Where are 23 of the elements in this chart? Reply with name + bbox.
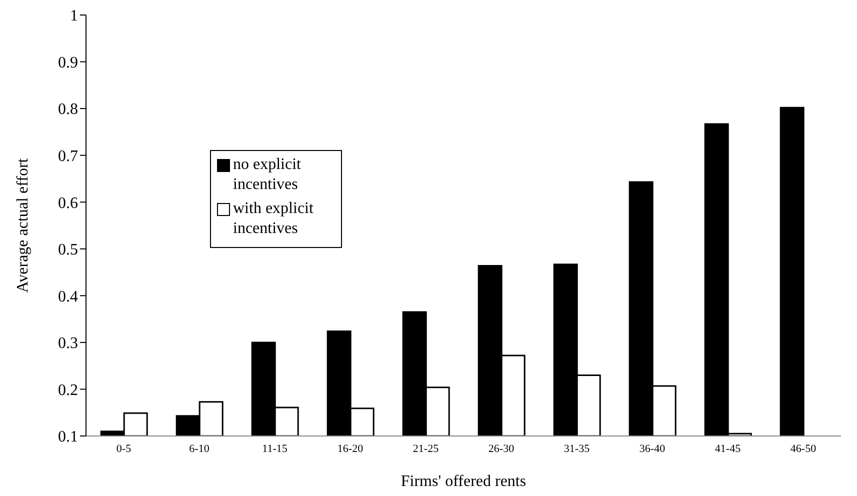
x-tick-label: 0-5 xyxy=(116,442,132,455)
x-tick-label: 16-20 xyxy=(337,442,364,455)
y-tick-label: 0.5 xyxy=(58,242,78,259)
y-tick-label: 0.2 xyxy=(58,382,78,399)
y-axis-title: Average actual effort xyxy=(14,158,32,293)
legend-label: with explicit incentives xyxy=(233,199,314,239)
x-tick-label: 46-50 xyxy=(790,442,817,455)
x-tick-label: 21-25 xyxy=(412,442,440,455)
y-tick-label: 0.3 xyxy=(58,335,78,352)
x-tick-label: 11-15 xyxy=(262,442,288,455)
y-tick-label: 0.6 xyxy=(58,194,78,212)
y-tick-label: 0.8 xyxy=(58,101,78,118)
y-tick-label: 0.1 xyxy=(58,428,78,446)
x-tick-label: 6-10 xyxy=(189,442,210,455)
x-tick-label: 36-40 xyxy=(639,442,666,455)
y-tick-label: 1 xyxy=(70,8,78,25)
y-tick-label: 0.7 xyxy=(58,148,78,166)
x-tick-label: 26-30 xyxy=(488,442,515,455)
x-tick-label: 41-45 xyxy=(714,442,742,455)
y-tick-label: 0.9 xyxy=(58,54,78,72)
x-axis-title: Firms' offered rents xyxy=(400,473,526,490)
y-tick-label: 0.4 xyxy=(58,288,78,306)
x-tick-label: 31-35 xyxy=(564,442,590,455)
